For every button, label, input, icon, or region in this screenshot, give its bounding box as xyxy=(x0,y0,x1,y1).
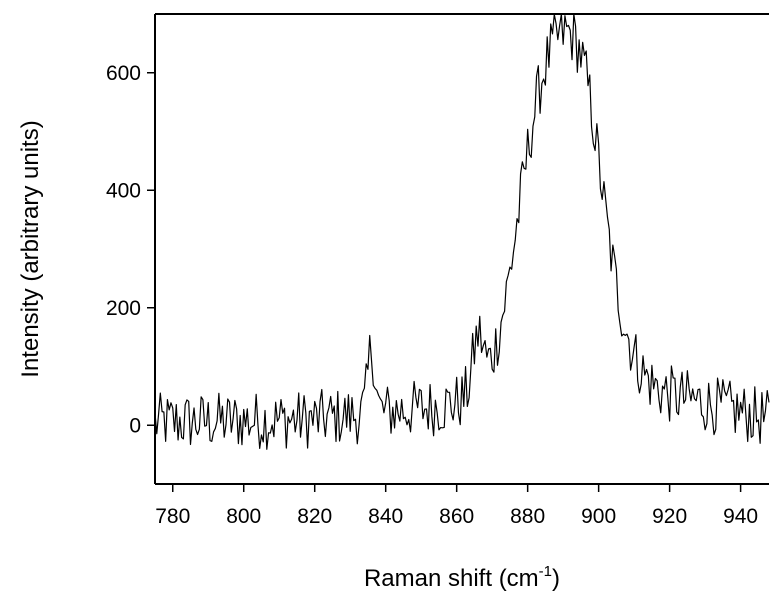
y-tick-label: 400 xyxy=(106,179,141,202)
y-tick-label: 600 xyxy=(106,62,141,85)
x-axis-title: Raman shift (cm-1) xyxy=(364,563,560,592)
x-tick-label: 800 xyxy=(226,505,261,528)
x-axis-title-superscript: -1 xyxy=(539,563,552,580)
x-tick-label: 840 xyxy=(368,505,403,528)
y-axis-ticks: 0 200 400 600 xyxy=(106,62,155,437)
x-axis-ticks: 780 800 820 840 860 880 900 920 940 xyxy=(155,484,758,528)
y-tick-label: 200 xyxy=(106,297,141,320)
x-tick-label: 940 xyxy=(723,505,758,528)
x-tick-label: 900 xyxy=(581,505,616,528)
x-tick-label: 780 xyxy=(155,505,190,528)
x-axis-title-main: Raman shift (cm xyxy=(364,565,539,592)
spectrum-series-line xyxy=(154,13,770,450)
plot-frame xyxy=(154,13,769,485)
y-axis-title: Intensity (arbitrary units) xyxy=(17,120,44,377)
x-tick-label: 920 xyxy=(652,505,687,528)
y-tick-label: 0 xyxy=(129,414,141,437)
x-tick-label: 820 xyxy=(297,505,332,528)
x-axis-title-suffix: ) xyxy=(552,565,560,592)
x-tick-label: 880 xyxy=(510,505,545,528)
x-tick-label: 860 xyxy=(439,505,474,528)
